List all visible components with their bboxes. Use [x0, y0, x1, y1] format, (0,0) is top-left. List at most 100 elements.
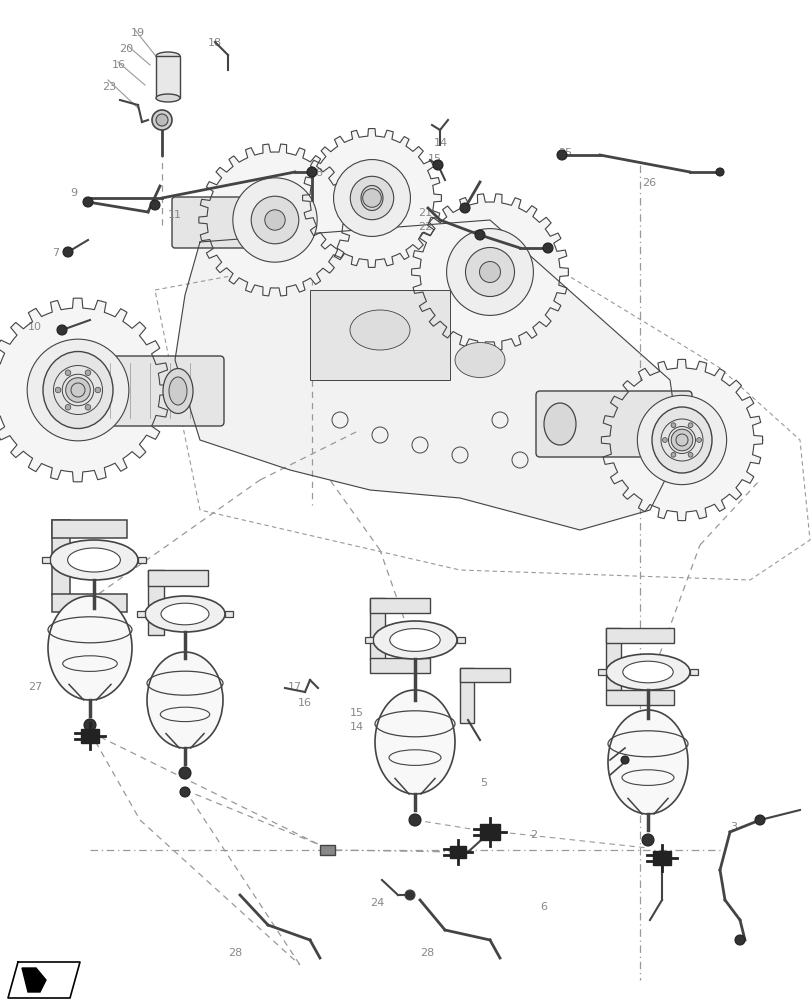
Bar: [52, 594, 127, 612]
Circle shape: [84, 719, 96, 731]
Circle shape: [49, 361, 106, 419]
Ellipse shape: [454, 342, 504, 377]
Circle shape: [150, 200, 160, 210]
Circle shape: [409, 814, 420, 826]
Circle shape: [264, 210, 285, 230]
Polygon shape: [199, 144, 350, 296]
Circle shape: [363, 189, 381, 207]
Ellipse shape: [605, 654, 689, 690]
Circle shape: [233, 178, 317, 262]
Circle shape: [642, 834, 653, 846]
Text: 16: 16: [112, 60, 126, 70]
Bar: [148, 570, 208, 586]
Circle shape: [671, 429, 692, 451]
Bar: [457, 637, 465, 643]
Ellipse shape: [651, 407, 711, 473]
Text: 13: 13: [461, 668, 475, 678]
Text: 5: 5: [479, 778, 487, 788]
Ellipse shape: [156, 94, 180, 102]
Bar: [320, 845, 335, 855]
Circle shape: [307, 167, 316, 177]
Circle shape: [66, 378, 90, 402]
Text: 11: 11: [168, 210, 182, 220]
Circle shape: [556, 150, 566, 160]
Text: 28: 28: [419, 948, 434, 958]
Circle shape: [63, 247, 73, 257]
Text: 16: 16: [613, 748, 627, 758]
Polygon shape: [8, 962, 80, 998]
Circle shape: [670, 423, 675, 428]
Ellipse shape: [169, 377, 187, 405]
Ellipse shape: [67, 548, 120, 572]
Text: 12: 12: [500, 248, 513, 258]
Bar: [652, 851, 670, 865]
Ellipse shape: [163, 368, 193, 414]
Bar: [449, 846, 466, 858]
Circle shape: [405, 890, 414, 900]
Circle shape: [715, 168, 723, 176]
Circle shape: [83, 197, 93, 207]
Text: 14: 14: [350, 722, 363, 732]
Circle shape: [180, 787, 190, 797]
Circle shape: [446, 229, 533, 315]
Circle shape: [65, 370, 71, 376]
Bar: [597, 669, 605, 675]
Bar: [310, 290, 449, 380]
Text: 9: 9: [70, 188, 77, 198]
Bar: [81, 729, 99, 743]
Circle shape: [620, 756, 629, 764]
Ellipse shape: [152, 110, 172, 130]
Circle shape: [57, 325, 67, 335]
Bar: [605, 628, 620, 690]
Polygon shape: [601, 359, 762, 521]
Ellipse shape: [50, 540, 138, 580]
Bar: [689, 669, 697, 675]
Circle shape: [465, 247, 514, 296]
Circle shape: [670, 452, 675, 457]
Bar: [605, 628, 673, 643]
FancyBboxPatch shape: [535, 391, 691, 457]
Text: 15: 15: [350, 708, 363, 718]
Circle shape: [687, 452, 692, 457]
Text: 25: 25: [557, 148, 572, 158]
Circle shape: [65, 404, 71, 410]
Ellipse shape: [43, 352, 113, 428]
FancyBboxPatch shape: [86, 356, 224, 426]
Ellipse shape: [156, 52, 180, 60]
Circle shape: [460, 203, 470, 213]
Bar: [605, 690, 673, 705]
Bar: [365, 637, 372, 643]
Circle shape: [662, 438, 667, 442]
Ellipse shape: [469, 248, 510, 296]
Circle shape: [85, 370, 91, 376]
Ellipse shape: [622, 661, 672, 683]
Circle shape: [55, 387, 61, 393]
Ellipse shape: [372, 621, 457, 659]
Bar: [479, 824, 500, 840]
Bar: [460, 668, 474, 723]
Text: 27: 27: [28, 682, 42, 692]
Text: 15: 15: [427, 154, 441, 164]
Ellipse shape: [161, 603, 208, 625]
Text: 8: 8: [315, 168, 322, 178]
Text: 16: 16: [298, 698, 311, 708]
Circle shape: [251, 196, 298, 244]
Text: 5: 5: [659, 762, 666, 772]
Circle shape: [333, 160, 410, 236]
Circle shape: [754, 815, 764, 825]
Text: 3: 3: [729, 822, 736, 832]
Circle shape: [479, 261, 500, 282]
Text: 1: 1: [467, 716, 474, 726]
FancyBboxPatch shape: [172, 197, 288, 248]
Circle shape: [543, 243, 552, 253]
Circle shape: [432, 160, 443, 170]
Circle shape: [474, 230, 484, 240]
Bar: [225, 611, 233, 617]
Ellipse shape: [145, 596, 225, 632]
Circle shape: [27, 339, 129, 441]
Bar: [370, 598, 384, 660]
Ellipse shape: [361, 186, 383, 211]
Circle shape: [350, 176, 393, 220]
Text: 6: 6: [539, 902, 547, 912]
Bar: [52, 520, 127, 538]
